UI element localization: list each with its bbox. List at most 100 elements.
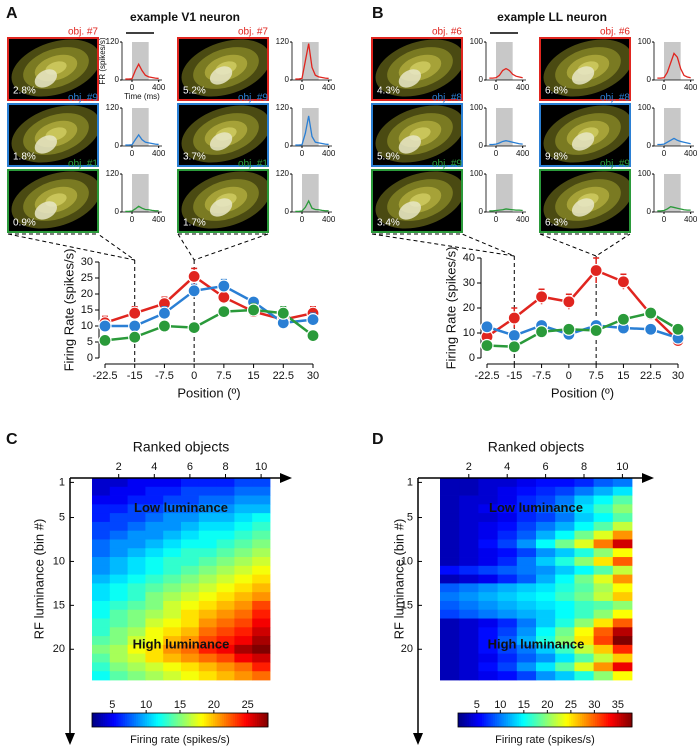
- heatmap-cell: [497, 644, 518, 655]
- colorbar-segment: [188, 713, 192, 727]
- x-tick-label: -7.5: [532, 370, 551, 382]
- psth-x-tick-label: 400: [322, 149, 336, 158]
- heatmap-cell: [198, 548, 217, 558]
- heatmap-cell: [216, 530, 235, 540]
- data-point: [480, 338, 494, 353]
- y-tick-label: 1: [59, 476, 65, 488]
- data-point: [671, 322, 685, 336]
- heatmap-cell: [252, 565, 271, 576]
- heatmap-cell: [109, 627, 128, 637]
- colorbar-segment: [625, 713, 629, 727]
- stimulus-window: [302, 42, 319, 80]
- heatmap-cell: [109, 662, 128, 672]
- thumbnail-border: [539, 37, 631, 101]
- psth-x-tick-label: 400: [684, 83, 698, 92]
- psth-y-tick-label: 0: [285, 141, 290, 150]
- heatmap-cell: [574, 592, 594, 602]
- heatmap-cell: [612, 504, 633, 514]
- heatmap-title: Ranked objects: [133, 439, 230, 455]
- colorbar-segment: [127, 713, 130, 727]
- data-point: [128, 306, 142, 320]
- heatmap-cell: [145, 478, 164, 488]
- colorbar-segment: [462, 713, 466, 727]
- x-tick-label: 22.5: [640, 370, 661, 382]
- heatmap-cell: [497, 486, 518, 496]
- y-axis-label: Firing Rate (spikes/s): [443, 247, 458, 370]
- heatmap-cell: [252, 592, 271, 602]
- axis-arrowhead: [413, 733, 423, 745]
- heatmap-cell: [216, 539, 235, 549]
- heatmap-cell: [574, 618, 594, 628]
- heatmap-cell: [516, 644, 537, 655]
- colorbar-segment: [512, 713, 516, 727]
- heatmap-cell: [478, 574, 498, 584]
- heatmap-cell: [497, 627, 518, 637]
- thumbnail-border: [371, 37, 463, 101]
- heatmap-cell: [127, 609, 146, 619]
- psth-y-tick-label: 120: [106, 37, 120, 46]
- heatmap-cell: [440, 574, 460, 584]
- x-tick-label: -15: [506, 370, 522, 382]
- heatmap-cell: [536, 513, 556, 523]
- heatmap-cell: [459, 627, 479, 637]
- heatmap-cell: [536, 565, 556, 576]
- x-tick-label: 10: [255, 461, 267, 473]
- colorbar-segment: [230, 713, 234, 727]
- luminance-label: 5.9%: [377, 152, 400, 163]
- heatmap-cell: [181, 565, 200, 576]
- heatmap-cell: [181, 557, 200, 567]
- heatmap-cell: [181, 495, 200, 505]
- heatmap-cell: [145, 653, 164, 663]
- y-tick-label: 20: [463, 302, 475, 314]
- heatmap-cell: [181, 539, 200, 549]
- heatmap-cell: [555, 671, 575, 681]
- colorbar-frame: [457, 712, 633, 728]
- heatmap-cell: [555, 618, 575, 628]
- heatmap-cell: [478, 583, 498, 593]
- heatmap-cell: [234, 609, 253, 619]
- y-tick-label: 10: [81, 320, 93, 332]
- heatmap-cell: [198, 504, 217, 514]
- heatmap-cell: [440, 609, 460, 619]
- psth-y-tick-label: 0: [115, 141, 120, 150]
- heatmap-cell: [92, 521, 111, 532]
- heatmap-cell: [234, 557, 253, 567]
- x-axis-label: Position (º): [177, 385, 240, 400]
- heatmap-cell: [612, 592, 633, 602]
- heatmap-cell: [198, 495, 217, 505]
- heatmap-cell: [127, 565, 146, 576]
- colorbar-segment: [103, 713, 106, 727]
- colorbar-segment: [111, 713, 115, 727]
- heatmap-cell: [198, 565, 217, 576]
- colorbar-segment: [547, 713, 550, 727]
- heatmap-cell: [127, 653, 146, 663]
- heatmap-cell: [163, 521, 182, 532]
- colorbar-segment: [612, 713, 616, 727]
- heatmap-cell: [163, 574, 182, 584]
- colorbar-segment: [235, 713, 238, 727]
- colorbar-segment: [140, 713, 144, 727]
- psth-y-tick-label: 120: [106, 103, 120, 112]
- thumbnail-border: [371, 169, 463, 233]
- heatmap-cell: [536, 530, 556, 540]
- heatmap-cell: [612, 583, 633, 593]
- heatmap-cell: [574, 513, 594, 523]
- psth-x-tick-label: 400: [516, 215, 530, 224]
- thumbnail-image: [11, 39, 98, 97]
- heatmap-cell: [593, 636, 614, 646]
- colorbar-segment: [166, 713, 170, 727]
- colorbar-segment: [560, 713, 563, 727]
- object-shape: [398, 135, 422, 154]
- heatmap-cell: [497, 600, 518, 611]
- heatmap-cell: [92, 557, 111, 567]
- heatmap-cell: [163, 636, 182, 646]
- colorbar-segment: [107, 713, 111, 727]
- heatmap-cell: [574, 557, 594, 567]
- heatmap-cell: [92, 539, 111, 549]
- heatmap-cell: [92, 513, 111, 523]
- heatmap-cell: [109, 583, 128, 593]
- heatmap-cell: [574, 609, 594, 619]
- heatmap-cell: [497, 548, 518, 558]
- heatmap-cell: [145, 521, 164, 532]
- data-point: [217, 279, 231, 293]
